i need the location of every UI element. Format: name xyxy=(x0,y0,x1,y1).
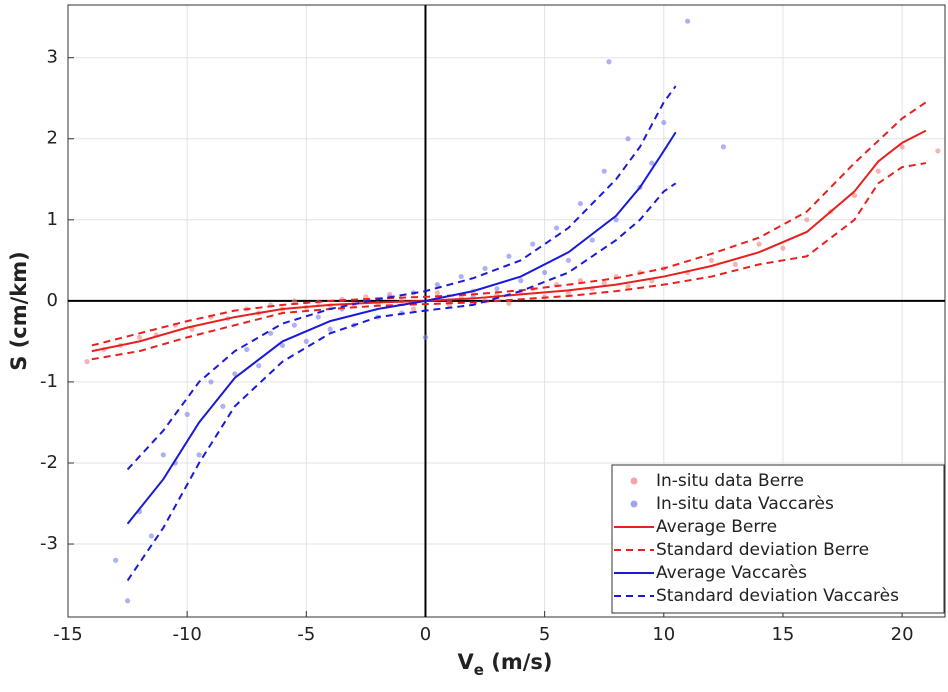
scatter-point xyxy=(613,217,619,223)
scatter-point xyxy=(851,192,858,199)
legend-label: In-situ data Berre xyxy=(656,471,804,491)
scatter-point xyxy=(244,346,250,353)
legend-marker xyxy=(630,500,638,508)
legend-marker xyxy=(630,477,638,485)
x-tick-label: 10 xyxy=(652,624,675,645)
scatter-point xyxy=(780,245,786,251)
scatter-point xyxy=(589,237,595,243)
y-tick-label: 1 xyxy=(47,209,58,230)
x-axis-label: Ve (m/s) xyxy=(457,650,552,679)
y-tick-label: 2 xyxy=(47,128,58,149)
scatter-point xyxy=(184,411,190,417)
scatter-point xyxy=(232,371,238,377)
scatter-point xyxy=(506,300,512,306)
scatter-point xyxy=(220,403,226,409)
y-tick-label: -1 xyxy=(40,371,58,392)
x-tick-label: -5 xyxy=(297,624,315,645)
scatter-point xyxy=(434,290,440,296)
line xyxy=(126,131,677,525)
scatter-point xyxy=(649,160,655,166)
plot-frame xyxy=(67,4,946,618)
scatter-point xyxy=(84,359,90,365)
x-label-sub: e xyxy=(474,661,484,679)
scatter-point xyxy=(494,286,500,292)
x-label-main: V xyxy=(457,650,474,674)
line xyxy=(126,85,677,471)
scatter-point xyxy=(804,217,810,223)
scatter-point xyxy=(124,598,131,604)
scatter-point xyxy=(303,338,309,344)
scatter-point xyxy=(113,557,119,563)
legend-label: Average Vaccarès xyxy=(656,563,807,583)
scatter-point xyxy=(291,322,297,328)
scatter-point xyxy=(136,334,143,340)
legend-label: In-situ data Vaccarès xyxy=(656,494,834,514)
scatter-point xyxy=(625,136,631,142)
scatter-point xyxy=(720,144,726,150)
y-axis-label: S (cm/km) xyxy=(7,251,31,370)
scatter-point xyxy=(506,253,512,259)
y-tick-label: -3 xyxy=(40,533,58,554)
scatter-point xyxy=(291,298,297,304)
scatter-point xyxy=(482,265,488,272)
scatter-point xyxy=(875,168,881,174)
scatter-point xyxy=(208,379,214,385)
legend-label: Standard deviation Berre xyxy=(656,540,869,560)
scatter-point xyxy=(935,148,941,154)
scatter-point xyxy=(553,225,560,231)
legend-label: Standard deviation Vaccarès xyxy=(656,586,899,606)
scatter-point xyxy=(530,241,536,247)
scatter-point xyxy=(661,119,667,126)
scatter-point xyxy=(542,269,548,276)
scatter-point xyxy=(518,278,524,284)
y-tick-label: -2 xyxy=(40,452,58,473)
scatter-point xyxy=(196,452,202,458)
scatter-point xyxy=(422,334,429,340)
scatter-point xyxy=(565,257,572,263)
scatter-point xyxy=(899,144,905,150)
x-tick-label: 5 xyxy=(539,624,550,645)
scatter-point xyxy=(601,280,607,286)
scatter-point xyxy=(577,200,583,207)
x-tick-label: -15 xyxy=(53,624,82,645)
line xyxy=(126,182,677,582)
scatter-point xyxy=(565,290,572,296)
scatter-point xyxy=(189,326,195,332)
scatter-point xyxy=(708,257,715,263)
scatter-point xyxy=(327,326,333,332)
scatter-point xyxy=(434,282,440,288)
scatter-point xyxy=(267,330,274,336)
x-tick-label: -10 xyxy=(172,624,201,645)
legend-box xyxy=(611,464,945,614)
y-tick-label: 0 xyxy=(47,290,58,311)
scatter-point xyxy=(279,342,286,349)
scatter-point xyxy=(606,59,612,65)
scatter-point xyxy=(625,283,631,289)
scatter-point xyxy=(756,241,762,247)
scatter-point xyxy=(458,273,464,280)
scatter-point xyxy=(732,261,738,267)
scatter-point xyxy=(160,452,166,458)
y-tick-label: 3 xyxy=(47,47,58,68)
scatter-point xyxy=(148,533,155,539)
x-label-rest: (m/s) xyxy=(484,650,553,674)
x-tick-label: 0 xyxy=(420,624,431,645)
scatter-point xyxy=(410,306,417,312)
scatter-point xyxy=(685,18,691,24)
scatter-point xyxy=(256,363,262,369)
line xyxy=(91,129,927,353)
line xyxy=(91,162,927,361)
legend-label: Average Berre xyxy=(656,517,777,537)
scatter-point xyxy=(315,314,321,320)
scatter-point xyxy=(601,168,607,174)
x-tick-label: 20 xyxy=(891,624,914,645)
x-tick-label: 15 xyxy=(771,624,794,645)
